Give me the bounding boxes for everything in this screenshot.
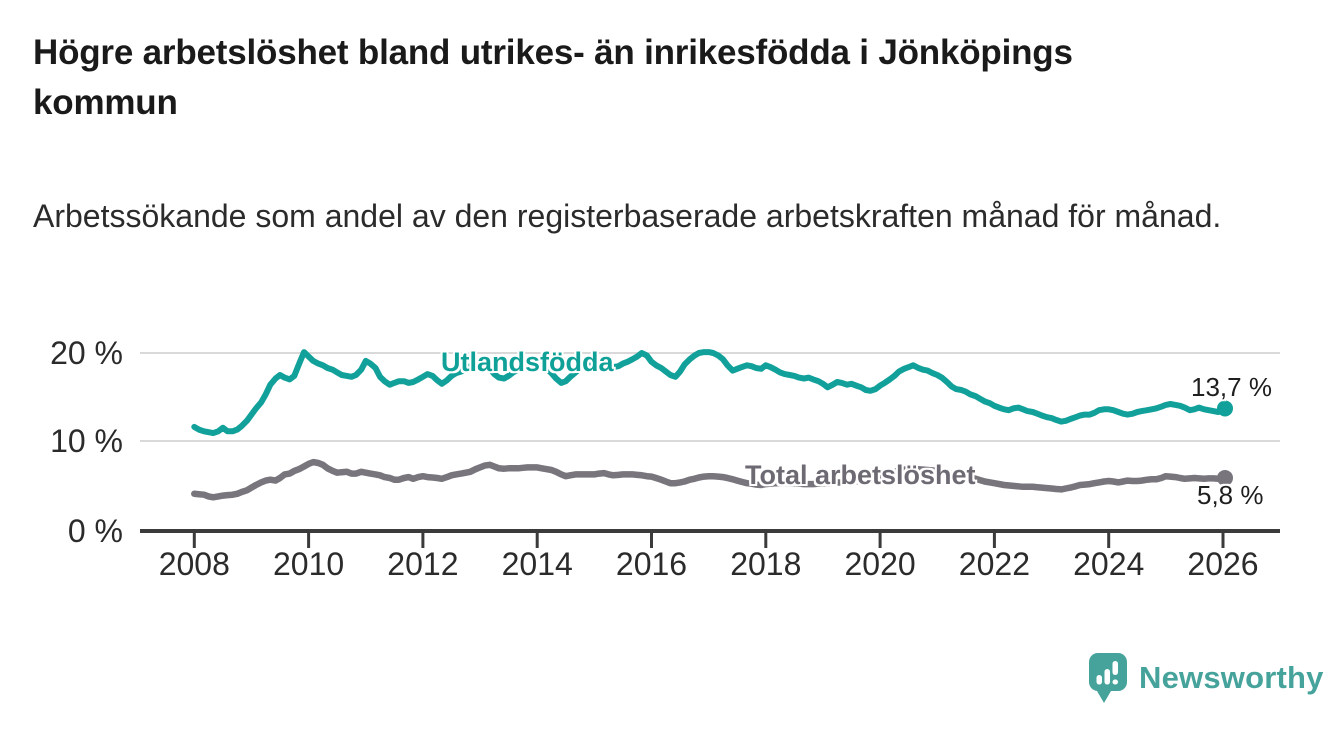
- x-axis-tick-label: 2008: [159, 546, 230, 582]
- newsworthy-logo: Newsworthy: [1088, 652, 1324, 704]
- y-axis-tick-label: 10 %: [50, 423, 123, 459]
- x-axis-tick-label: 2010: [273, 546, 344, 582]
- x-axis-tick-label: 2022: [959, 546, 1030, 582]
- series-end-dot-utlandsfodda: [1217, 400, 1233, 417]
- page-title: Högre arbetslöshet bland utrikes- än inr…: [33, 33, 1073, 123]
- x-axis-tick-label: 2014: [502, 546, 573, 582]
- x-axis-tick-label: 2024: [1073, 546, 1144, 582]
- newsworthy-logo-icon: [1088, 653, 1127, 703]
- series-label-total-arbetsloshet: Total arbetslöshet: [745, 460, 976, 490]
- end-value-label-utlandsfodda: 13,7 %: [1191, 372, 1272, 402]
- x-axis-tick-label: 2016: [616, 546, 687, 582]
- chart-subtitle: Arbetssökande som andel av den registerb…: [33, 198, 1222, 234]
- series-line-total: [191, 458, 1227, 501]
- x-axis-tick-label: 2018: [730, 546, 801, 582]
- series-end-dot-total: [1217, 469, 1233, 486]
- series-line-utlandsfodda: [191, 349, 1226, 437]
- x-axis-tick-label: 2026: [1187, 546, 1258, 582]
- x-axis-tick-label: 2012: [387, 546, 458, 582]
- newsworthy-brand-text: Newsworthy: [1139, 660, 1324, 695]
- end-value-label-total: 5,8 %: [1197, 480, 1264, 510]
- x-axis-tick-label: 2020: [845, 546, 916, 582]
- y-axis-tick-label: 0 %: [68, 513, 123, 549]
- y-axis-tick-label: 20 %: [50, 335, 123, 371]
- series-label-utlandsfodda: Utlandsfödda: [441, 347, 614, 377]
